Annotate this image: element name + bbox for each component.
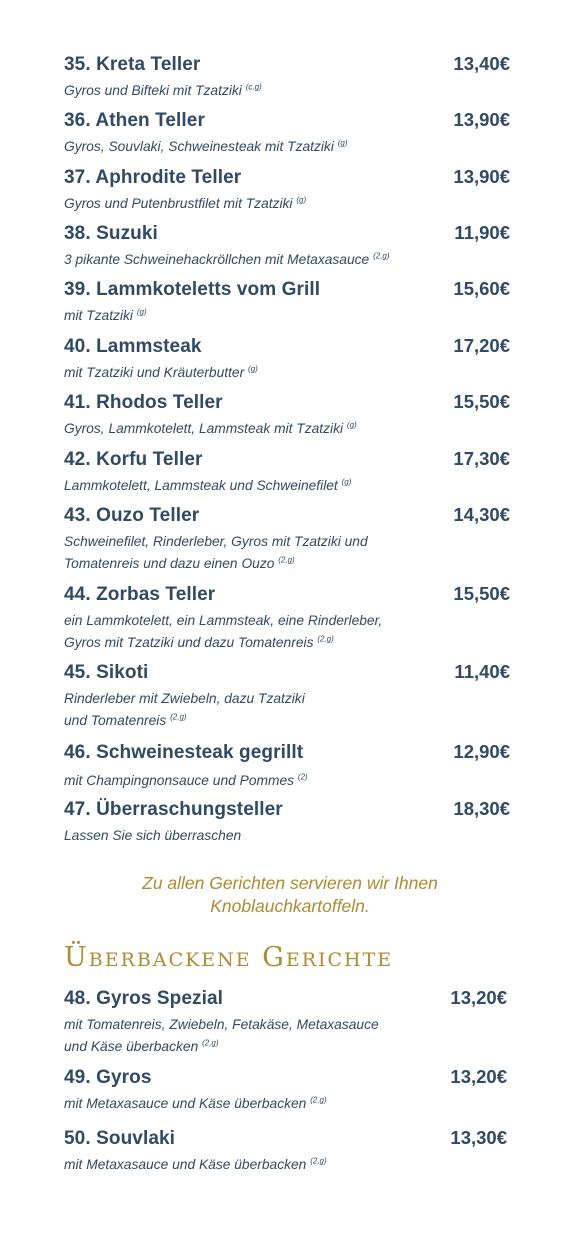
item-price: 13,40€ [453, 53, 510, 74]
item-name: 43. Ouzo Teller [64, 505, 200, 526]
item-name: 49. Gyros [64, 1067, 152, 1088]
item-name: 48. Gyros Spezial [64, 988, 224, 1009]
item-price: 11,40€ [454, 661, 510, 682]
item-description: Gyros und Putenbrustfilet mit Tzatziki (… [64, 195, 307, 211]
item-name: 42. Korfu Teller [64, 449, 203, 470]
item-description: Gyros und Bifteki mit Tzatziki (c,g) [64, 82, 262, 98]
menu-item: 35. Kreta Teller 13,40€ Gyros und Bifteki… [64, 53, 510, 102]
menu-item: 41. Rhodos Teller 15,50€ Gyros, Lammkotel… [64, 391, 510, 440]
item-description: 3 pikante Schweinehackröllchen mit Metax… [64, 251, 390, 267]
item-name: 35. Kreta Teller [64, 54, 201, 75]
item-description: mit Tzatziki und Kräuterbutter (g) [64, 364, 258, 380]
item-name: 50. Souvlaki [64, 1128, 176, 1149]
menu-item: 38. Suzuki 11,90€ 3 pikante Schweinehackr… [64, 222, 510, 271]
item-description: mit Tomatenreis, Zwiebeln, Fetakäse, Met… [64, 1017, 379, 1054]
item-price: 15,60€ [453, 278, 510, 299]
item-description: Gyros, Lammkotelett, Lammsteak mit Tzatz… [64, 420, 357, 436]
item-name: 44. Zorbas Teller [64, 584, 216, 605]
item-description: Schweinefilet, Rinderleber, Gyros mit Tz… [64, 534, 368, 571]
item-price: 15,50€ [453, 391, 510, 412]
item-price: 17,30€ [453, 448, 510, 469]
menu-item: 45. Sikoti 11,40€ Rinderleber mit Zwiebel… [64, 661, 510, 731]
menu-item: 39. Lammkoteletts vom Grill 15,60€ mit Tz… [64, 278, 510, 327]
item-name: 37. Aphrodite Teller [64, 167, 242, 188]
item-price: 12,90€ [453, 741, 510, 762]
item-price: 14,30€ [453, 504, 510, 525]
item-name: 39. Lammkoteletts vom Grill [64, 279, 321, 300]
item-price: 13,90€ [453, 109, 510, 130]
item-name: 40. Lammsteak [64, 336, 202, 357]
item-price: 13,30€ [450, 1127, 507, 1148]
menu-item: 36. Athen Teller 13,90€ Gyros, Souvlaki, … [64, 109, 510, 158]
item-description: mit Metaxasauce und Käse überbacken (2,g… [64, 1095, 327, 1111]
menu-item: 46. Schweinesteak gegrillt 12,90€ mit Cha… [64, 741, 510, 792]
item-price: 18,30€ [453, 798, 510, 819]
menu-item: 49. Gyros 13,20€ mit Metaxasauce und Käse… [64, 1066, 507, 1115]
item-description: Gyros, Souvlaki, Schweinesteak mit Tzatz… [64, 138, 348, 154]
menu-item: 48. Gyros Spezial 13,20€ mit Tomatenreis,… [64, 987, 507, 1057]
item-name: 45. Sikoti [64, 662, 149, 683]
item-description: mit Tzatziki (g) [64, 307, 147, 323]
side-dish-note: Zu allen Gerichten servieren wir Ihnen K… [142, 873, 438, 916]
section-title: Überbackene Gerichte [64, 942, 394, 973]
item-description: ein Lammkotelett, ein Lammsteak, eine Ri… [64, 613, 383, 650]
menu-item: 42. Korfu Teller 17,30€ Lammkotelett, Lam… [64, 448, 510, 497]
item-price: 17,20€ [453, 335, 510, 356]
menu-item: 37. Aphrodite Teller 13,90€ Gyros und Put… [64, 166, 510, 215]
item-name: 41. Rhodos Teller [64, 392, 223, 413]
menu-item: 50. Souvlaki 13,30€ mit Metaxasauce und K… [64, 1127, 507, 1176]
item-name: 38. Suzuki [64, 223, 158, 244]
item-price: 13,20€ [450, 1066, 507, 1087]
menu-item: 44. Zorbas Teller 15,50€ ein Lammkotelett… [64, 583, 510, 653]
item-price: 11,90€ [454, 222, 510, 243]
menu-item: 43. Ouzo Teller 14,30€ Schweinefilet, Rin… [64, 504, 510, 574]
item-description: mit Champingnonsauce und Pommes (2) [64, 772, 308, 788]
item-description: mit Metaxasauce und Käse überbacken (2,g… [64, 1156, 327, 1172]
item-name: 46. Schweinesteak gegrillt [64, 742, 304, 763]
item-name: 47. Überraschungsteller [64, 799, 283, 820]
item-price: 15,50€ [453, 583, 510, 604]
menu-item: 40. Lammsteak 17,20€ mit Tzatziki und Krä… [64, 335, 510, 384]
item-price: 13,20€ [450, 987, 507, 1008]
item-price: 13,90€ [453, 166, 510, 187]
menu-item: 47. Überraschungsteller 18,30€ Lassen Sie… [64, 798, 510, 847]
item-name: 36. Athen Teller [64, 110, 205, 131]
item-description: Lammkotelett, Lammsteak und Schweinefile… [64, 477, 352, 493]
item-description: Lassen Sie sich überraschen [64, 828, 242, 843]
item-description: Rinderleber mit Zwiebeln, dazu Tzatziki u… [64, 691, 305, 728]
